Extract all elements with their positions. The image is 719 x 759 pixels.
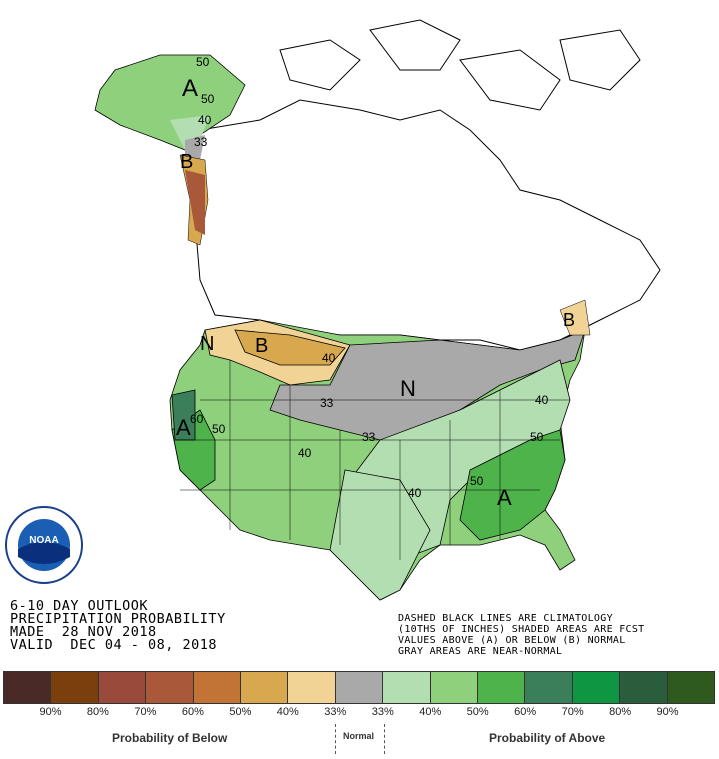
- maritimes-below-area: [559, 299, 591, 336]
- legend-label: 80%: [609, 706, 632, 718]
- legend-label: 50%: [229, 706, 252, 718]
- probability-legend-labels: 90% 80% 70% 60% 50% 40% 33% 33% 40% 50% 60% 70% 80% 9…: [3, 706, 715, 718]
- noaa-logo: NOAA: [5, 506, 83, 584]
- legend-swatch: [383, 672, 431, 703]
- legend-label: 50%: [466, 706, 489, 718]
- noaa-logo-text: NOAA: [29, 535, 58, 546]
- state-boundaries: [175, 360, 570, 560]
- legend-label: 70%: [134, 706, 157, 718]
- legend-swatch: [288, 672, 336, 703]
- legend-label: 90%: [39, 706, 62, 718]
- precipitation-outlook-map: A 50 50 40 33 B N B 40 33 N B A 60 50 40…: [94, 19, 661, 601]
- southeast-above-label: A: [497, 485, 512, 510]
- normal-divider: [335, 724, 337, 754]
- header-made-date: MADE 28 NOV 2018: [10, 624, 157, 640]
- legend-swatch: [478, 672, 526, 703]
- outlook-header: 6-10 DAY OUTLOOK PRECIPITATION PROBABILI…: [10, 598, 226, 653]
- legend-label: 33%: [371, 706, 394, 718]
- legend-swatch: [146, 672, 194, 703]
- header-valid-dates: VALID DEC 04 - 08, 2018: [10, 637, 218, 653]
- land-outlines: [194, 19, 661, 351]
- contour-label: 33: [194, 135, 208, 149]
- contour-label: 60: [190, 412, 204, 426]
- northwest-normal-label: N: [200, 333, 214, 355]
- contour-label: 50: [530, 430, 544, 444]
- contour-label: 50: [201, 92, 215, 106]
- legend-label: 40%: [276, 706, 299, 718]
- conus-region: [169, 319, 586, 601]
- legend-label: 80%: [86, 706, 109, 718]
- contour-label: 50: [470, 474, 484, 488]
- legend-swatch: [241, 672, 289, 703]
- legend-swatch: [525, 672, 573, 703]
- contour-label: 40: [408, 486, 422, 500]
- header-subtitle: PRECIPITATION PROBABILITY: [10, 611, 226, 627]
- below-caption: Probability of Below: [112, 731, 228, 745]
- west-above-label: A: [176, 415, 191, 440]
- header-title: 6-10 DAY OUTLOOK: [10, 598, 149, 614]
- legend-label: 60%: [181, 706, 204, 718]
- alaska-region: [94, 54, 246, 246]
- legend-label: 70%: [561, 706, 584, 718]
- legend-swatch: [98, 672, 147, 703]
- legend-label: 33%: [324, 706, 347, 718]
- legend-label: 60%: [514, 706, 537, 718]
- probability-legend-bar: [3, 671, 715, 704]
- legend-swatch: [667, 672, 715, 703]
- legend-swatch: [193, 672, 242, 703]
- contour-label: 40: [322, 351, 336, 365]
- legend-swatch: [430, 672, 479, 703]
- contour-label: 40: [298, 446, 312, 460]
- legend-label: 40%: [419, 706, 442, 718]
- normal-caption: Normal: [343, 731, 375, 741]
- above-caption: Probability of Above: [489, 731, 606, 745]
- maritimes-below-label: B: [563, 310, 575, 330]
- contour-label: 33: [320, 396, 334, 410]
- legend-swatch: [51, 672, 99, 703]
- legend-swatch: [572, 672, 621, 703]
- legend-swatch: [4, 672, 52, 703]
- alaska-below-label: B: [180, 151, 193, 173]
- contour-label: 40: [535, 393, 549, 407]
- contour-label: 33: [362, 430, 376, 444]
- alaska-above-label: A: [182, 75, 198, 102]
- northern-below-label: B: [255, 335, 268, 357]
- legend-label: 90%: [656, 706, 679, 718]
- normal-divider: [384, 724, 386, 754]
- legend-swatch: [620, 672, 668, 703]
- midwest-normal-label: N: [400, 376, 416, 401]
- contour-label: 40: [198, 113, 212, 127]
- contour-label: 50: [196, 55, 210, 69]
- contour-label: 50: [212, 422, 226, 436]
- legend-notes: DASHED BLACK LINES ARE CLIMATOLOGY (10TH…: [398, 613, 645, 657]
- legend-swatch: [335, 672, 384, 703]
